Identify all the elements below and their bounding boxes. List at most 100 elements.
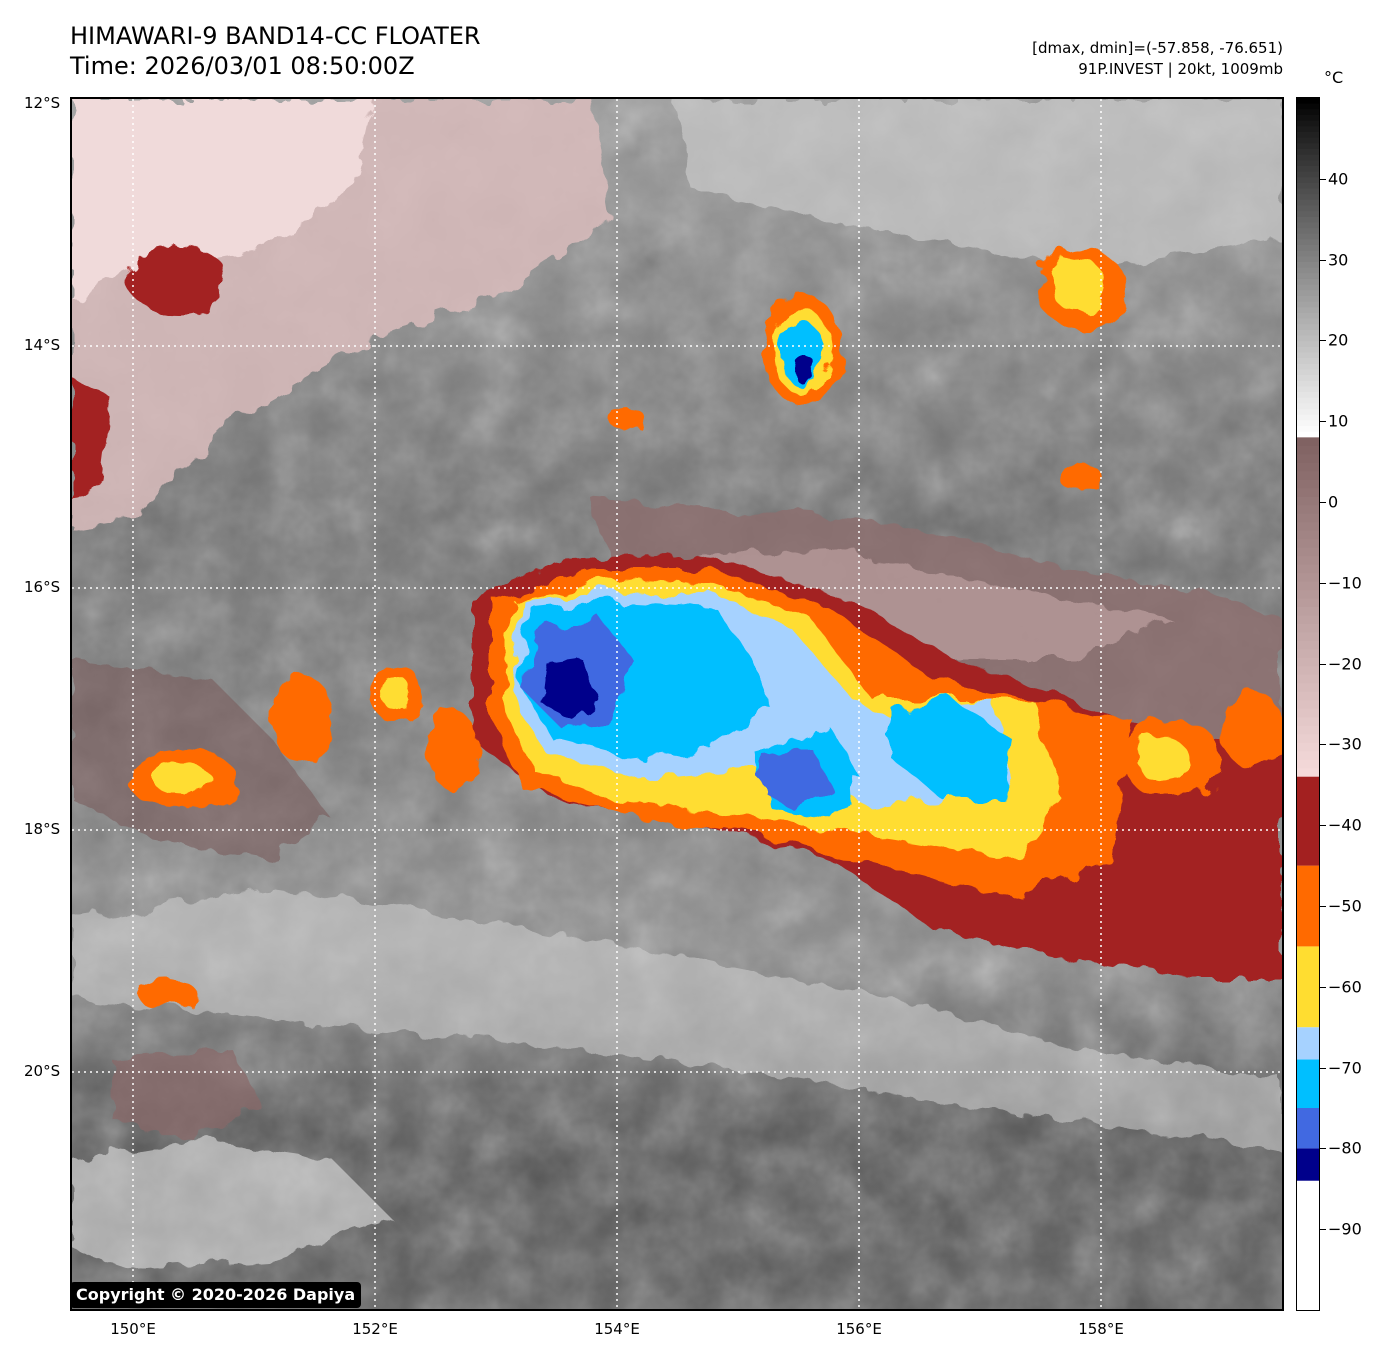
colorbar-segment [1297,445,1319,455]
colorbar-tick-mark [1320,178,1326,180]
colorbar-segment [1297,295,1319,303]
colorbar-segment [1297,615,1319,625]
colorbar-segment [1297,640,1319,651]
colorbar-segment [1297,375,1319,382]
colorbar-band [1297,1148,1319,1181]
colorbar-segment [1297,109,1319,116]
colorbar-segment [1297,488,1319,498]
colorbar-segment [1297,103,1319,110]
lon-label-150e: 150°E [110,1320,156,1338]
colorbar-segment [1297,329,1319,337]
colorbar-band [1297,865,1319,947]
colorbar-tick-mark [1320,906,1326,907]
lon-label-152e: 152°E [352,1320,398,1338]
colorbar-segment [1297,547,1319,557]
colorbar-segment [1297,126,1319,133]
satellite-map[interactable] [70,97,1284,1311]
colorbar-segment [1297,624,1319,634]
colorbar-segment [1297,358,1319,365]
lat-label-16s: 16°S [24,578,61,596]
colorbar-segment [1297,267,1319,274]
colorbar-segment [1297,346,1319,354]
colorbar-tick-mark [1320,502,1326,503]
colorbar-tick-mark [1320,986,1326,988]
colorbar-segment [1297,324,1319,331]
colorbar-band [1297,1027,1319,1060]
colorbar-segment [1297,239,1319,246]
colorbar-segment [1297,590,1319,600]
lat-label-12s: 12°S [24,94,61,112]
colorbar-segment [1297,420,1319,427]
colorbar-segment [1297,691,1319,701]
colorbar-segment [1297,154,1319,161]
colorbar-segment [1297,369,1319,376]
colorbar-segment [1297,228,1319,235]
colorbar-tick-label: 20 [1328,330,1349,350]
colorbar-segment [1297,409,1319,416]
colorbar-segment [1297,479,1319,489]
colorbar-segment [1297,403,1319,410]
colorbar-segment [1297,171,1319,178]
colorbar-band [1297,1108,1319,1149]
colorbar-tick-mark [1320,663,1326,665]
lat-label-18s: 18°S [24,820,61,838]
colorbar-segment [1297,397,1319,405]
colorbar-segment [1297,284,1319,291]
temperature-range: [dmax, dmin]=(-57.858, -76.651) [1032,39,1283,57]
colorbar-segment [1297,522,1319,532]
colorbar-segment [1297,462,1319,472]
storm-info: 91P.INVEST | 20kt, 1009mb [1078,60,1283,78]
lon-label-154e: 154°E [594,1320,640,1338]
lat-label-14s: 14°S [24,336,61,354]
colorbar-segment [1297,335,1319,342]
colorbar-segment [1297,250,1319,257]
colorbar-segment [1297,165,1319,173]
colorbar-segment [1297,318,1319,325]
colorbar-tick-label: −80 [1328,1138,1362,1158]
colorbar-segment [1297,148,1319,156]
colorbar-segment [1297,674,1319,684]
colorbar-segment [1297,182,1319,190]
colorbar-segment [1297,312,1319,320]
colorbar-tick-mark [1320,744,1326,746]
colorbar-tick-label: 10 [1328,411,1349,431]
colorbar-segment [1297,581,1319,591]
colorbar-segment [1297,437,1319,447]
colorbar-segment [1297,454,1319,464]
colorbar-segment [1297,700,1319,710]
colorbar-segment [1297,431,1319,438]
chart-time: Time: 2026/03/01 08:50:00Z [70,52,415,80]
colorbar-segment [1297,98,1319,105]
colorbar-tick-mark [1320,582,1326,584]
colorbar-segment [1297,598,1319,608]
satellite-imagery [72,99,1282,1309]
colorbar-band [1297,946,1319,1028]
colorbar-segment [1297,137,1319,144]
colorbar-segment [1297,392,1319,399]
colorbar-segment [1297,245,1319,252]
colorbar-segment [1297,666,1319,676]
colorbar-segment [1297,222,1319,229]
graticule [72,99,1282,1309]
colorbar-segment [1297,632,1319,642]
colorbar-tick-label: −60 [1328,977,1362,997]
colorbar-segment [1297,341,1319,348]
colorbar-segment [1297,414,1319,421]
colorbar-segment [1297,131,1319,139]
colorbar-segment [1297,683,1319,693]
colorbar-segment [1297,188,1319,195]
colorbar-segment [1297,539,1319,549]
colorbar-segment [1297,607,1319,617]
colorbar-segment [1297,233,1319,240]
colorbar-segment [1297,505,1319,515]
colorbar-segment [1297,160,1319,167]
lon-label-158e: 158°E [1078,1320,1124,1338]
colorbar-tick-label: 40 [1328,169,1349,189]
colorbar-segment [1297,199,1319,207]
colorbar-segment [1297,290,1319,297]
colorbar-tick-label: −30 [1328,734,1362,754]
colorbar-segment [1297,717,1319,727]
colorbar-segment [1297,496,1319,506]
colorbar-segment [1297,194,1319,201]
colorbar-tick-mark [1320,1148,1326,1150]
